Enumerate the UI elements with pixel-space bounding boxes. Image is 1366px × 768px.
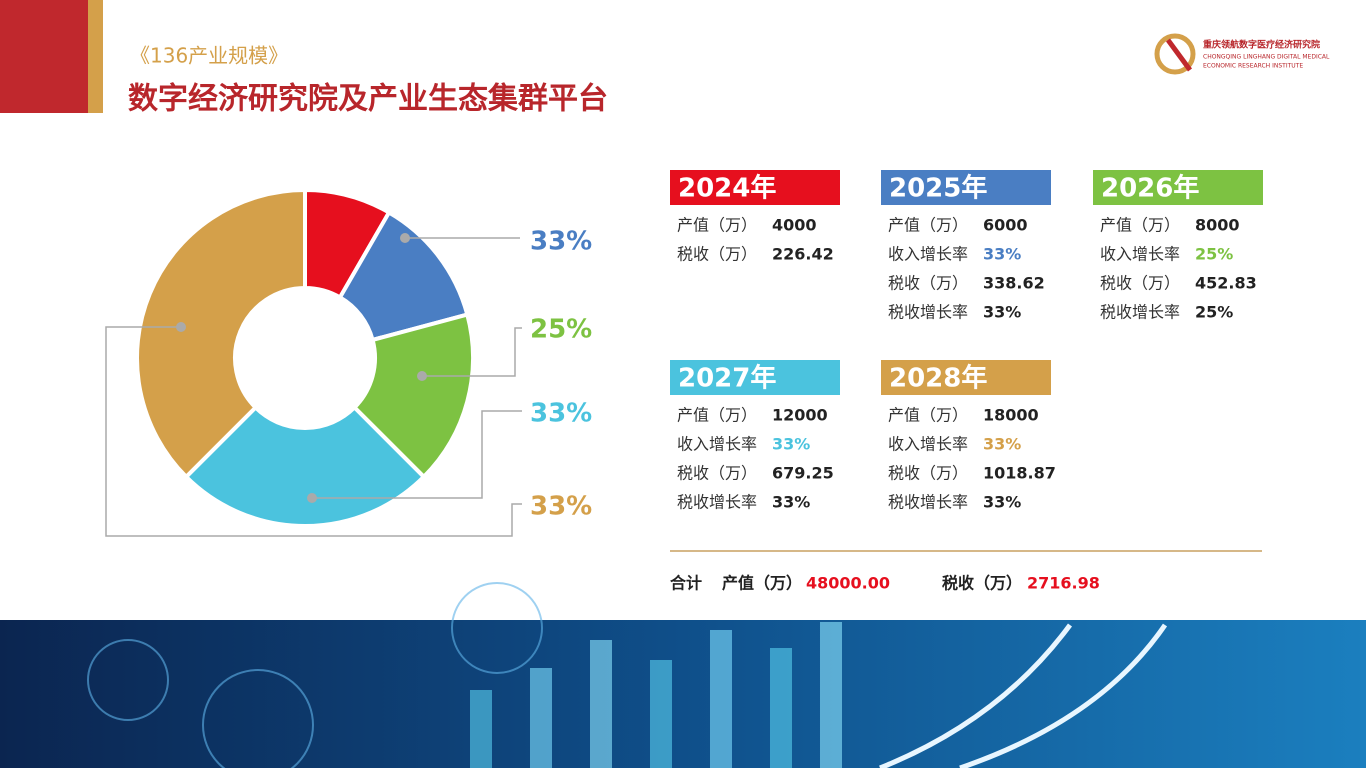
- callout-dot: [417, 371, 427, 381]
- card-year: 2026年: [1101, 173, 1199, 204]
- banner-bg: [0, 620, 1366, 768]
- row-label: 产值（万）: [677, 216, 757, 235]
- banner-arrow: [879, 623, 1073, 768]
- totals-output-label: 产值（万）: [722, 574, 802, 593]
- row-value: 12000: [772, 406, 828, 425]
- row-label: 收入增长率: [677, 435, 757, 454]
- row-value: 33%: [983, 245, 1021, 264]
- banner-bar: [820, 622, 842, 768]
- row-value: 226.42: [772, 245, 834, 264]
- banner-circle: [87, 639, 169, 721]
- row-label: 收入增长率: [888, 435, 968, 454]
- callout-dot: [176, 322, 186, 332]
- logo-name: 重庆领航数字医疗经济研究院: [1203, 39, 1320, 51]
- title: 数字经济研究院及产业生态集群平台: [128, 82, 608, 117]
- card-year: 2025年: [889, 173, 987, 204]
- card-year: 2024年: [678, 173, 776, 204]
- subtitle: 《136产业规模》: [130, 44, 288, 68]
- banner-bar: [650, 660, 672, 768]
- banner-bar: [770, 648, 792, 768]
- row-label: 产值（万）: [888, 216, 968, 235]
- card-header: [881, 170, 1051, 205]
- totals-label: 合计: [670, 574, 702, 593]
- annotation: 25%: [530, 315, 592, 345]
- banner: [0, 582, 1366, 768]
- row-value: 33%: [772, 493, 810, 512]
- banner-bar: [470, 690, 492, 768]
- row-value: 338.62: [983, 274, 1045, 293]
- banner-circle: [451, 582, 543, 674]
- logo-mark: [1154, 33, 1196, 75]
- logo-line: ECONOMIC RESEARCH INSTITUTE: [1203, 63, 1303, 70]
- card-year: 2028年: [889, 363, 987, 394]
- row-label: 税收（万）: [1100, 274, 1180, 293]
- row-label: 税收（万）: [888, 464, 968, 483]
- card-year: 2027年: [678, 363, 776, 394]
- row-value: 18000: [983, 406, 1039, 425]
- row-label: 收入增长率: [888, 245, 968, 264]
- row-label: 税收增长率: [888, 303, 968, 322]
- row-label: 产值（万）: [1100, 216, 1180, 235]
- header-strip: [88, 0, 103, 113]
- row-label: 税收（万）: [677, 464, 757, 483]
- row-label: 税收（万）: [677, 245, 757, 264]
- card-header: [670, 360, 840, 395]
- row-value: 25%: [1195, 303, 1233, 322]
- row-label: 产值（万）: [888, 406, 968, 425]
- banner-bar: [710, 630, 732, 768]
- donut-chart: 33% 25% 33% 33%: [105, 187, 592, 537]
- row-value: 8000: [1195, 216, 1240, 235]
- logo-line: CHONGQING LINGHANG DIGITAL MEDICAL: [1203, 54, 1330, 61]
- row-label: 收入增长率: [1100, 245, 1180, 264]
- row-value: 33%: [983, 435, 1021, 454]
- card-header: [1093, 170, 1263, 205]
- row-label: 税收增长率: [677, 493, 757, 512]
- row-value: 25%: [1195, 245, 1233, 264]
- row-value: 6000: [983, 216, 1028, 235]
- row-value: 33%: [772, 435, 810, 454]
- totals-tax: 2716.98: [1027, 574, 1100, 593]
- totals: 合计 产值（万） 48000.00 税收（万） 2716.98: [670, 574, 1100, 593]
- banner-arrow: [959, 623, 1168, 768]
- row-label: 税收增长率: [1100, 303, 1180, 322]
- totals-tax-label: 税收（万）: [942, 574, 1022, 593]
- callout-line: [105, 326, 522, 537]
- totals-output: 48000.00: [806, 574, 890, 593]
- row-label: 税收（万）: [888, 274, 968, 293]
- annotation: 33%: [530, 399, 592, 429]
- slice: [337, 209, 470, 343]
- callout-dot: [307, 493, 317, 503]
- callout-dot: [400, 233, 410, 243]
- logo-stroke: [1165, 38, 1193, 72]
- row-label: 税收增长率: [888, 493, 968, 512]
- logo: 重庆领航数字医疗经济研究院 CHONGQING LINGHANG DIGITAL…: [1154, 33, 1330, 75]
- row-value: 33%: [983, 493, 1021, 512]
- callout-line: [312, 410, 522, 499]
- slice: [183, 404, 427, 528]
- card-header: [670, 170, 840, 205]
- row-value: 1018.87: [983, 464, 1056, 483]
- card-header: [881, 360, 1051, 395]
- row-label: 产值（万）: [677, 406, 757, 425]
- slice: [135, 187, 307, 480]
- row-value: 452.83: [1195, 274, 1257, 293]
- annotation: 33%: [530, 227, 592, 257]
- row-value: 4000: [772, 216, 817, 235]
- banner-bar: [530, 668, 552, 768]
- annotation: 33%: [530, 492, 592, 522]
- callout-line: [422, 327, 522, 377]
- row-value: 679.25: [772, 464, 834, 483]
- banner-circle: [202, 669, 314, 768]
- row-value: 33%: [983, 303, 1021, 322]
- header-block: [0, 0, 88, 113]
- banner-bar: [590, 640, 612, 768]
